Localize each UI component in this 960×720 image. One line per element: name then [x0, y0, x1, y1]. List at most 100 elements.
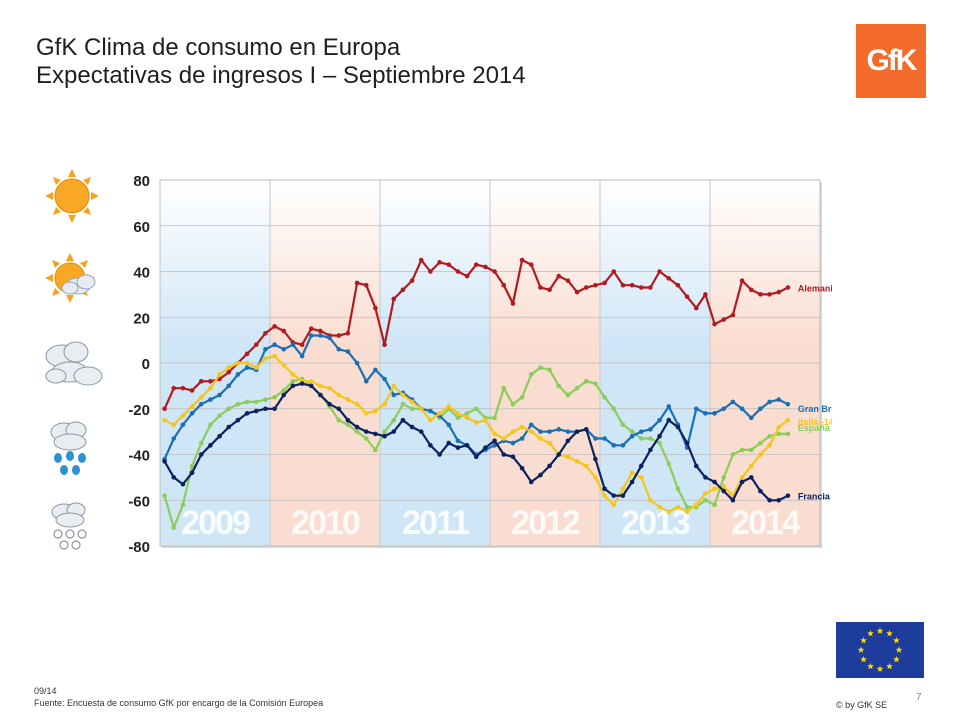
data-point [391, 392, 397, 398]
data-point [703, 475, 708, 480]
data-point [501, 385, 507, 391]
data-point [308, 326, 314, 331]
y-tick-label: 60 [133, 219, 150, 236]
data-point [244, 351, 250, 357]
data-point [208, 379, 213, 384]
data-point [272, 324, 277, 329]
chart-svg: 2009 2010 2011 2012 2013 2014 80 60 40 20 0 -20 -40 -… [128, 173, 870, 556]
data-point [327, 401, 332, 407]
data-point [629, 282, 635, 288]
data-point [785, 401, 791, 407]
year-label: 2013 [621, 504, 690, 542]
data-point [455, 411, 461, 416]
data-point [263, 346, 268, 352]
data-point [501, 452, 507, 457]
page-number: 7 [916, 692, 922, 703]
eu-star [876, 665, 884, 672]
data-point [483, 445, 488, 450]
data-point [538, 429, 543, 434]
data-point [345, 330, 351, 336]
data-point [648, 285, 653, 290]
data-point [354, 429, 360, 434]
data-point [748, 447, 754, 453]
data-point [666, 404, 672, 409]
data-point [519, 424, 525, 430]
title-block: GfK Clima de consumo en Europa Expectati… [36, 34, 526, 90]
data-point [666, 417, 672, 423]
data-point [510, 301, 516, 306]
data-point [391, 417, 397, 423]
data-point [208, 385, 213, 391]
data-point [418, 257, 424, 263]
data-point [565, 392, 571, 398]
data-point [363, 282, 369, 288]
data-point [693, 406, 699, 412]
page-subtitle: Expectativas de ingresos I – Septiembre … [36, 62, 526, 89]
data-point [565, 278, 571, 283]
data-point [748, 287, 754, 293]
data-point [510, 429, 516, 434]
data-point [336, 406, 342, 412]
chart: 2009 2010 2011 2012 2013 2014 80 60 40 20 0 -20 -40 -… [112, 170, 870, 565]
data-point [538, 436, 543, 441]
data-point [785, 493, 791, 498]
data-point [611, 269, 617, 274]
data-point [180, 481, 186, 487]
data-point [675, 486, 681, 492]
data-point [666, 509, 672, 514]
data-point [235, 372, 241, 377]
sun-cloud-icon [45, 253, 96, 303]
data-point [583, 427, 589, 432]
data-point [446, 262, 452, 267]
data-point [473, 454, 479, 460]
series-end-label: Gran Bretaña 1,5 [798, 404, 832, 414]
data-point [593, 436, 598, 441]
y-tick-label: 0 [142, 356, 150, 373]
data-point [528, 479, 534, 485]
data-point [171, 436, 177, 441]
data-point [739, 278, 745, 283]
data-point [409, 399, 415, 405]
data-point [437, 260, 442, 265]
data-point [400, 417, 406, 423]
data-point [171, 385, 177, 391]
data-point [189, 404, 195, 409]
data-point [446, 440, 452, 446]
year-label: 2014 [731, 504, 801, 542]
data-point [171, 422, 177, 428]
data-point [657, 440, 662, 446]
data-point [354, 360, 360, 366]
data-point [574, 289, 580, 295]
data-point [198, 401, 204, 407]
data-point [739, 479, 745, 485]
data-point [547, 440, 552, 446]
data-point [437, 411, 442, 416]
data-point [409, 424, 415, 430]
series-end-label: Italia -14,5 [798, 417, 832, 427]
data-point [730, 312, 736, 318]
data-point [198, 395, 204, 400]
data-point [464, 443, 470, 448]
data-point [373, 447, 378, 453]
data-point [602, 395, 607, 400]
data-point [620, 486, 626, 492]
data-point [272, 353, 277, 359]
data-point [684, 504, 690, 510]
data-point [547, 287, 552, 293]
data-point [638, 475, 644, 480]
data-point [593, 282, 598, 288]
eu-star [857, 646, 865, 653]
footer-date: 09/14 [34, 686, 57, 696]
data-point [189, 470, 195, 476]
data-point [327, 385, 332, 391]
eu-star [860, 655, 867, 663]
data-point [602, 436, 607, 441]
year-label: 2009 [181, 504, 250, 542]
data-point [299, 353, 305, 359]
data-point [391, 383, 397, 389]
data-point [528, 429, 534, 434]
data-point [373, 305, 378, 311]
data-point [519, 395, 525, 400]
data-point [776, 289, 782, 295]
eu-stars [857, 627, 903, 672]
